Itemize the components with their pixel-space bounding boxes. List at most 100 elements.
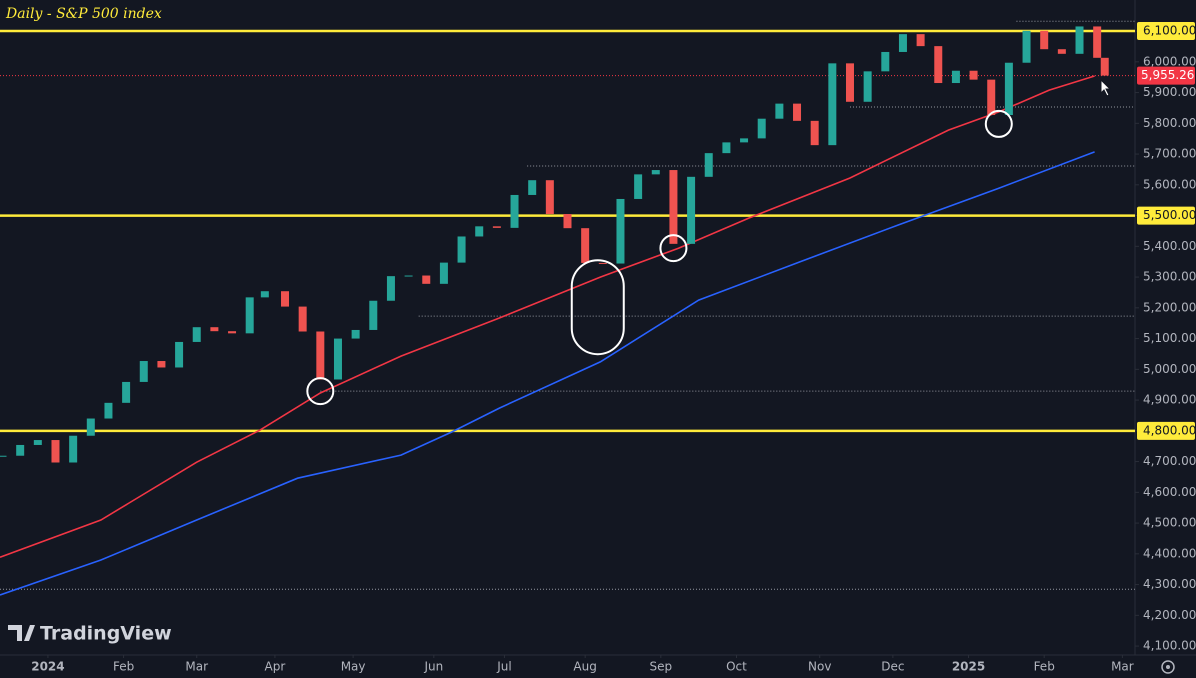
candle: [298, 306, 307, 332]
y-tick-label: 4,800.00: [1143, 423, 1196, 437]
candle: [33, 440, 42, 445]
y-tick-label: 5,500.00: [1143, 208, 1196, 222]
candle: [898, 34, 907, 52]
y-tick-label: 4,200.00: [1143, 608, 1196, 622]
candle: [669, 170, 678, 244]
annotation-ellipse: [570, 259, 625, 356]
candle: [757, 118, 766, 139]
candle: [260, 291, 269, 298]
candle: [828, 63, 837, 146]
candle: [740, 138, 749, 143]
candle: [545, 180, 554, 215]
x-tick-label: Oct: [726, 660, 747, 674]
candle: [16, 444, 25, 456]
candle: [793, 103, 802, 121]
candle: [651, 170, 660, 175]
x-tick-label: Apr: [265, 660, 286, 674]
candle: [845, 63, 854, 102]
y-tick-label: 5,100.00: [1143, 331, 1196, 345]
moving-average: [0, 151, 1095, 596]
candle: [492, 226, 501, 228]
y-tick-label: 6,000.00: [1143, 54, 1196, 68]
candle: [86, 418, 95, 436]
candle: [245, 297, 254, 334]
candle: [51, 440, 60, 463]
candle: [598, 262, 607, 264]
candle: [439, 262, 448, 284]
plot: [0, 20, 1135, 596]
candle: [881, 51, 890, 72]
candle: [563, 214, 572, 229]
y-tick-label: 4,600.00: [1143, 485, 1196, 499]
settings-icon[interactable]: [1161, 660, 1175, 674]
candle: [210, 327, 219, 332]
x-tick-label: 2025: [952, 660, 985, 674]
y-tick-label: 4,100.00: [1143, 639, 1196, 653]
candle: [916, 34, 925, 47]
y-tick-label: 4,900.00: [1143, 393, 1196, 407]
candle: [1057, 49, 1066, 54]
candle: [510, 194, 519, 228]
candle: [0, 455, 7, 457]
candle: [951, 70, 960, 84]
y-tick-label: 5,300.00: [1143, 270, 1196, 284]
y-tick-highlight: [1137, 421, 1195, 440]
candle: [228, 331, 237, 334]
candle: [69, 435, 78, 463]
x-tick-label: Nov: [808, 660, 831, 674]
cursor: [1100, 78, 1112, 97]
y-tick-label: 4,700.00: [1143, 454, 1196, 468]
annotation-circle: [306, 377, 335, 406]
y-tick-label: 5,000.00: [1143, 362, 1196, 376]
candle: [122, 381, 131, 403]
y-tick-label: 4,500.00: [1143, 516, 1196, 530]
x-tick-label: Feb: [1034, 660, 1055, 674]
candle: [969, 70, 978, 80]
candle: [528, 180, 537, 195]
candle: [192, 327, 201, 342]
y-tick-label: 5,200.00: [1143, 300, 1196, 314]
annotation-circle: [984, 109, 1013, 138]
candle: [316, 331, 325, 380]
candle: [634, 174, 643, 199]
y-tick-highlight: [1137, 22, 1195, 41]
y-tick-label: 5,700.00: [1143, 147, 1196, 161]
candle: [863, 71, 872, 102]
candle: [1022, 30, 1031, 63]
candle: [1004, 62, 1013, 116]
x-tick-label: Mar: [1111, 660, 1134, 674]
moving-average: [0, 75, 1095, 558]
candle: [475, 226, 484, 237]
candle: [1100, 57, 1109, 76]
candle: [175, 341, 184, 368]
candle: [386, 276, 395, 301]
x-tick-label: Sep: [650, 660, 673, 674]
last-price-tag: [1137, 66, 1195, 85]
x-tick-label: May: [341, 660, 366, 674]
brand-logo: TradingView: [8, 623, 172, 645]
y-tick-label: 6,100.00: [1143, 24, 1196, 38]
candle: [810, 120, 819, 146]
candle: [351, 329, 360, 339]
y-tick-label: 4,300.00: [1143, 577, 1196, 591]
candle: [157, 361, 166, 368]
x-tick-label: Feb: [113, 660, 134, 674]
candle: [139, 361, 148, 382]
y-tick-highlight: [1137, 206, 1195, 225]
x-tick-label: Jul: [496, 660, 511, 674]
brand: TradingView: [40, 623, 172, 645]
last-price-label: 5,955.26: [1141, 68, 1194, 82]
candle: [422, 275, 431, 284]
candle: [775, 103, 784, 119]
y-tick-label: 4,400.00: [1143, 546, 1196, 560]
x-tick-label: 2024: [31, 660, 64, 674]
candle: [1040, 30, 1049, 50]
candle: [281, 291, 290, 307]
candle: [1093, 26, 1102, 58]
y-tick-label: 5,900.00: [1143, 85, 1196, 99]
y-tick-label: 5,400.00: [1143, 239, 1196, 253]
candle: [987, 79, 996, 116]
annotation-circle: [659, 234, 688, 263]
x-tick-label: Aug: [573, 660, 596, 674]
